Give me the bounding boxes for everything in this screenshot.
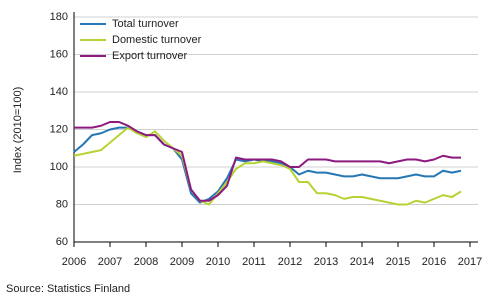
series-line	[74, 121, 461, 202]
x-tick-label: 2012	[278, 256, 302, 268]
x-tick-label: 2009	[170, 256, 194, 268]
y-tick-label: 60	[56, 236, 68, 248]
y-tick-label: 160	[50, 48, 68, 60]
x-tick-label: 2015	[386, 256, 410, 268]
x-tick-label: 2011	[242, 256, 266, 268]
legend-label: Domestic turnover	[112, 34, 202, 46]
x-tick-label: 2006	[62, 256, 86, 268]
x-tick-label: 2017	[458, 256, 482, 268]
x-tick-label: 2014	[350, 256, 374, 268]
y-tick-label: 120	[50, 123, 68, 135]
x-tick-label: 2013	[314, 256, 338, 268]
legend-label: Export turnover	[112, 50, 188, 62]
source: Source: Statistics Finland	[6, 283, 130, 295]
y-tick-label: 80	[56, 198, 68, 210]
x-tick-label: 2008	[134, 256, 158, 268]
y-axis-label: Index (2010=100)	[12, 87, 24, 174]
series-line	[73, 126, 462, 206]
x-tick-label: 2016	[422, 256, 446, 268]
y-tick-label: 140	[50, 86, 68, 98]
x-tick-label: 2010	[206, 256, 230, 268]
series-line	[73, 126, 462, 204]
x-tick-label: 2007	[98, 256, 122, 268]
legend-label: Total turnover	[112, 18, 179, 30]
y-tick-label: 180	[50, 11, 68, 23]
y-tick-label: 100	[50, 161, 68, 173]
